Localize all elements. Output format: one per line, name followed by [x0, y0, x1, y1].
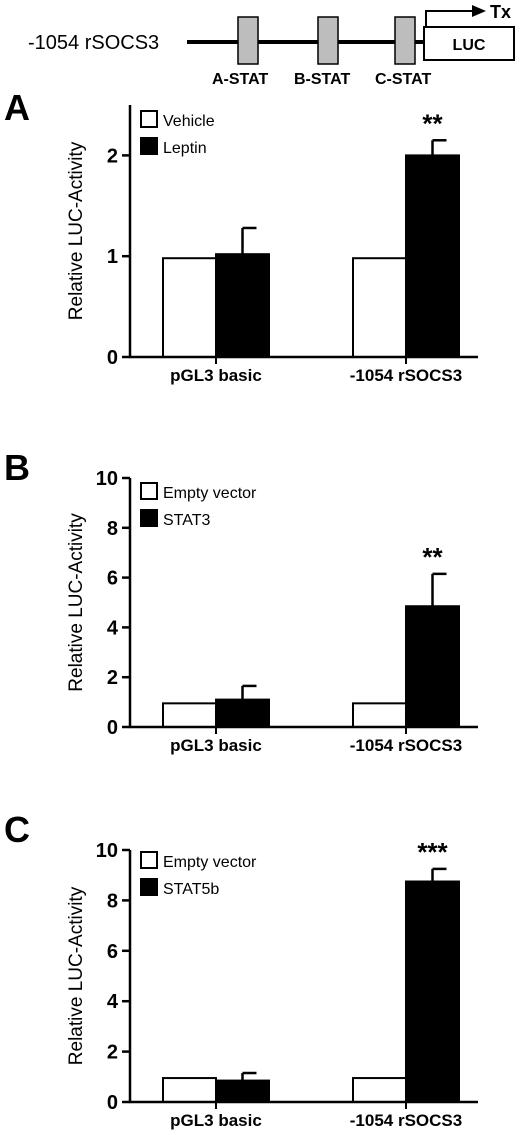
- legend-label-stat3: STAT3: [163, 512, 211, 529]
- x-tick-label: -1054 rSOCS3: [350, 366, 462, 385]
- y-tick-label: 2: [107, 1042, 118, 1064]
- y-tick-label: 4: [107, 991, 119, 1013]
- chart-c-plot: *** 0 2 4 6 8 10 pGL3 basic -1054 rSOCS3 Relative…: [66, 837, 478, 1130]
- x-tick-label: pGL3 basic: [170, 1111, 262, 1130]
- legend-swatch-vehicle: [140, 110, 158, 128]
- y-tick-label: 4: [107, 617, 119, 639]
- y-tick-label: 10: [96, 840, 118, 862]
- a-stat-label: A-STAT: [212, 71, 269, 88]
- y-tick-label: 8: [107, 518, 118, 540]
- luc-box: [423, 26, 515, 61]
- panel-label-a: A: [4, 87, 30, 128]
- x-tick-label: pGL3 basic: [170, 366, 262, 385]
- legend-swatch-empty-vector: [140, 482, 158, 500]
- panel-c: C *** 0 2 4 6 8 10 pGL3 basic -1054 rSOCS3 Relati…: [4, 809, 478, 1130]
- y-tick-label: 2: [107, 667, 118, 689]
- x-tick-label: -1054 rSOCS3: [350, 736, 462, 755]
- bar-empty-vector-1054-rsocs3: [352, 1077, 407, 1104]
- x-tick-label: -1054 rSOCS3: [350, 1111, 462, 1130]
- bar-leptin-1054-rsocs3: [405, 154, 460, 358]
- legend-label-empty-vector: Empty vector: [163, 854, 257, 871]
- legend-label-vehicle: Vehicle: [163, 113, 215, 130]
- bar-stat3-1054-rsocs3: [405, 605, 460, 728]
- bar-vehicle-1054-rsocs3: [352, 257, 407, 358]
- bar-empty-vector-pgl3-basic: [162, 702, 217, 728]
- panel-a: A ** 0 1 2 pGL3 basic -1054 rSOCS3 Relative LU…: [4, 87, 478, 385]
- chart-a-plot: ** 0 1 2 pGL3 basic -1054 rSOCS3 Relative LUC-…: [66, 105, 478, 385]
- legend-swatch-stat3: [140, 509, 158, 527]
- legend-swatch-leptin: [140, 137, 158, 155]
- legend-swatch-stat5b: [140, 878, 158, 896]
- significance-label: ***: [417, 837, 448, 867]
- construct-name: -1054 rSOCS3: [28, 32, 159, 54]
- y-axis-label: Relative LUC-Activity: [66, 513, 87, 692]
- bar-empty-vector-pgl3-basic: [162, 1077, 217, 1104]
- b-stat-label: B-STAT: [294, 71, 351, 88]
- legend-c: Empty vector STAT5b: [140, 851, 257, 898]
- y-tick-label: 0: [107, 347, 118, 369]
- bar-stat5b-pgl3-basic: [215, 1079, 270, 1103]
- construct-diagram: -1054 rSOCS3 A-STAT B-STAT C-STAT LUC Tx: [28, 2, 515, 88]
- tx-arrow: [425, 10, 472, 27]
- c-stat-box: [394, 16, 416, 65]
- x-tick-label: pGL3 basic: [170, 736, 262, 755]
- legend-b: Empty vector STAT3: [140, 482, 257, 529]
- legend-label-stat5b: STAT5b: [163, 881, 219, 898]
- y-tick-label: 6: [107, 568, 118, 590]
- panel-b: B ** 0 2 4 6 8 10 pGL3 basic -1054 rSOCS3 Relativ…: [4, 447, 478, 755]
- panel-label-b: B: [4, 447, 30, 488]
- b-stat-box: [317, 16, 339, 65]
- y-tick-label: 0: [107, 717, 118, 739]
- y-tick-label: 2: [107, 145, 118, 167]
- tx-label: Tx: [490, 2, 511, 22]
- y-tick-label: 1: [107, 246, 118, 268]
- a-stat-box: [237, 16, 259, 65]
- y-axis-label: Relative LUC-Activity: [66, 886, 87, 1065]
- y-tick-label: 8: [107, 890, 118, 912]
- legend-a: Vehicle Leptin: [140, 110, 215, 157]
- significance-label: **: [422, 108, 443, 138]
- y-tick-label: 6: [107, 941, 118, 963]
- bar-stat3-pgl3-basic: [215, 698, 270, 728]
- tx-arrowhead: [472, 5, 486, 17]
- c-stat-label: C-STAT: [375, 71, 432, 88]
- panel-label-c: C: [4, 809, 30, 850]
- bar-stat5b-1054-rsocs3: [405, 880, 460, 1103]
- y-tick-label: 10: [96, 468, 118, 490]
- bar-empty-vector-1054-rsocs3: [352, 702, 407, 728]
- luc-label: LUC: [453, 37, 486, 54]
- bar-leptin-pgl3-basic: [215, 253, 270, 359]
- legend-label-empty-vector: Empty vector: [163, 485, 257, 502]
- legend-label-leptin: Leptin: [163, 140, 207, 157]
- legend-swatch-empty-vector: [140, 851, 158, 869]
- y-tick-label: 0: [107, 1092, 118, 1114]
- y-axis-label: Relative LUC-Activity: [66, 141, 87, 320]
- chart-b-plot: ** 0 2 4 6 8 10 pGL3 basic -1054 rSOCS3 Relative …: [66, 468, 478, 755]
- significance-label: **: [422, 542, 443, 572]
- bar-vehicle-pgl3-basic: [162, 257, 217, 358]
